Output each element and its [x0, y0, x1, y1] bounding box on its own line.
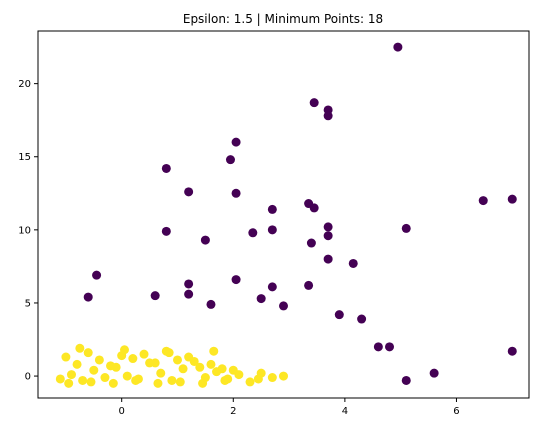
scatter-point: [385, 342, 395, 352]
scatter-point: [75, 343, 85, 353]
scatter-point: [172, 355, 182, 365]
scatter-point: [83, 292, 93, 302]
y-tick-label: 15: [18, 152, 31, 163]
scatter-point: [253, 374, 263, 384]
scatter-point: [184, 352, 194, 362]
scatter-point: [72, 359, 82, 369]
scatter-point: [184, 279, 194, 289]
scatter-point: [304, 280, 314, 290]
scatter-point: [184, 289, 194, 299]
scatter-point: [106, 361, 116, 371]
scatter-point: [393, 42, 403, 52]
scatter-point: [184, 187, 194, 197]
scatter-point: [100, 373, 110, 383]
scatter-point: [78, 375, 88, 385]
scatter-point: [131, 375, 141, 385]
scatter-point: [267, 282, 277, 292]
scatter-point: [256, 294, 266, 304]
scatter-point: [119, 345, 129, 355]
scatter-point: [164, 348, 174, 358]
scatter-point: [161, 226, 171, 236]
scatter-point: [198, 378, 208, 388]
scatter-point: [429, 368, 439, 378]
scatter-point: [206, 299, 216, 309]
scatter-point: [267, 204, 277, 214]
scatter-point: [323, 111, 333, 121]
scatter-point: [267, 225, 277, 235]
scatter-point: [108, 378, 118, 388]
scatter-point: [309, 98, 319, 108]
scatter-point: [507, 346, 517, 356]
scatter-point: [245, 377, 255, 387]
x-tick-label: 6: [453, 406, 459, 417]
scatter-point: [61, 352, 71, 362]
scatter-point: [323, 231, 333, 241]
scatter-point: [92, 270, 102, 280]
scatter-point: [66, 370, 76, 380]
y-tick-label: 5: [25, 298, 31, 309]
series-cluster-points: [55, 343, 288, 388]
scatter-point: [231, 188, 241, 198]
scatter-point: [161, 163, 171, 173]
scatter-point: [306, 238, 316, 248]
scatter-point: [209, 346, 219, 356]
scatter-point: [323, 222, 333, 232]
scatter-point: [167, 375, 177, 385]
scatter-point: [248, 228, 258, 238]
y-tick-label: 20: [18, 79, 31, 90]
scatter-point: [83, 348, 93, 358]
scatter-point: [401, 223, 411, 233]
scatter-point: [401, 375, 411, 385]
scatter-point: [195, 362, 205, 372]
scatter-point: [217, 364, 227, 374]
scatter-point: [86, 377, 96, 387]
scatter-point: [178, 364, 188, 374]
scatter-point: [267, 373, 277, 383]
scatter-point: [150, 291, 160, 301]
scatter-point: [225, 155, 235, 165]
y-tick-label: 0: [25, 372, 31, 383]
scatter-point: [89, 365, 99, 375]
scatter-point: [206, 359, 216, 369]
scatter-point: [175, 377, 185, 387]
scatter-point: [220, 375, 230, 385]
scatter-point: [279, 301, 288, 311]
scatter-point: [309, 203, 319, 213]
plot-frame: [37, 30, 530, 399]
scatter-point: [128, 354, 138, 364]
scatter-point: [478, 196, 488, 206]
x-tick-label: 4: [342, 406, 348, 417]
scatter-point: [373, 342, 383, 352]
scatter-point: [323, 254, 333, 264]
scatter-point: [122, 371, 132, 381]
scatter-point: [357, 314, 367, 324]
scatter-point: [94, 355, 104, 365]
scatter-point: [334, 310, 344, 320]
scatter-point: [153, 378, 163, 388]
scatter-point: [228, 365, 238, 375]
scatter-point: [279, 371, 288, 381]
axes: 0 2 4 6 0 5 10 15 20: [18, 30, 530, 417]
series-noise-points: [83, 42, 517, 385]
x-tick-label: 2: [230, 406, 236, 417]
scatter-point: [150, 358, 160, 368]
x-tick-label: 0: [119, 406, 125, 417]
chart-title: Epsilon: 1.5 | Minimum Points: 18: [183, 12, 383, 26]
scatter-point: [139, 349, 149, 359]
y-tick-label: 10: [18, 225, 31, 236]
scatter-point: [348, 258, 358, 268]
scatter-point: [64, 378, 74, 388]
scatter-point: [507, 194, 517, 204]
scatter-point: [55, 374, 65, 384]
scatter-point: [231, 137, 241, 147]
scatter-point: [200, 235, 210, 245]
scatter-point: [231, 275, 241, 285]
scatter-point: [156, 368, 166, 378]
